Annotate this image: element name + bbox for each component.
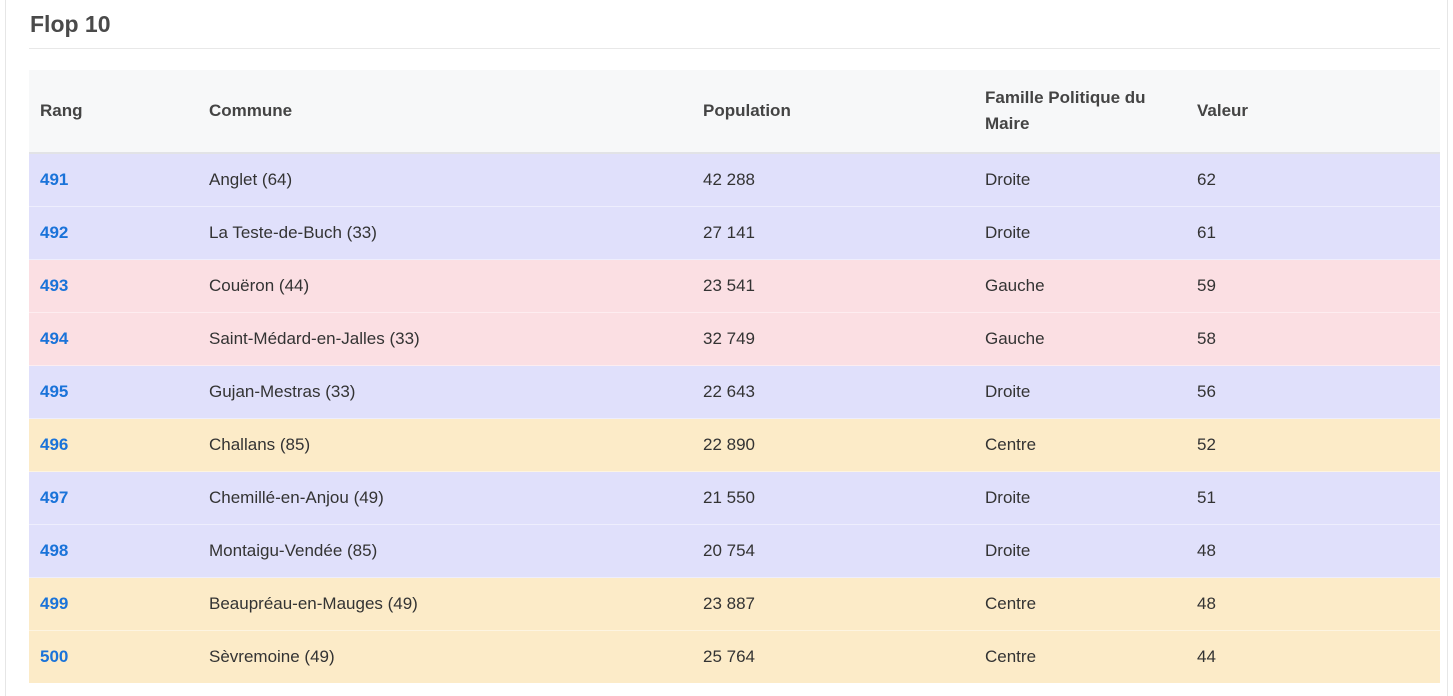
rank-link[interactable]: 498 — [29, 524, 198, 578]
table-row: 491 Anglet (64) 42 288 Droite 62 — [29, 152, 1440, 207]
column-header-rang: Rang — [29, 70, 198, 154]
valeur-cell: 58 — [1186, 312, 1440, 366]
table-row: 498 Montaigu-Vendée (85) 20 754 Droite 4… — [29, 524, 1440, 578]
title-divider — [29, 48, 1440, 49]
population-cell: 23 541 — [692, 259, 974, 313]
famille-cell: Centre — [974, 630, 1186, 683]
rank-link[interactable]: 497 — [29, 471, 198, 525]
column-header-commune: Commune — [198, 70, 692, 154]
famille-cell: Gauche — [974, 259, 1186, 313]
table-body: 491 Anglet (64) 42 288 Droite 62 492 La … — [29, 152, 1440, 683]
valeur-cell: 44 — [1186, 630, 1440, 683]
column-header-valeur: Valeur — [1186, 70, 1440, 154]
population-cell: 27 141 — [692, 206, 974, 260]
valeur-cell: 48 — [1186, 524, 1440, 578]
population-cell: 21 550 — [692, 471, 974, 525]
valeur-cell: 59 — [1186, 259, 1440, 313]
table-row: 500 Sèvremoine (49) 25 764 Centre 44 — [29, 630, 1440, 683]
valeur-cell: 61 — [1186, 206, 1440, 260]
rank-link[interactable]: 492 — [29, 206, 198, 260]
table-header-row: Rang Commune Population Famille Politiqu… — [29, 70, 1440, 154]
famille-cell: Droite — [974, 524, 1186, 578]
famille-cell: Droite — [974, 365, 1186, 419]
table-row: 493 Couëron (44) 23 541 Gauche 59 — [29, 259, 1440, 313]
commune-cell: Couëron (44) — [198, 259, 692, 313]
rank-link[interactable]: 493 — [29, 259, 198, 313]
rank-link[interactable]: 494 — [29, 312, 198, 366]
rank-link[interactable]: 491 — [29, 152, 198, 207]
valeur-cell: 51 — [1186, 471, 1440, 525]
population-cell: 22 890 — [692, 418, 974, 472]
famille-cell: Droite — [974, 206, 1186, 260]
population-cell: 42 288 — [692, 152, 974, 207]
population-cell: 20 754 — [692, 524, 974, 578]
famille-cell: Gauche — [974, 312, 1186, 366]
valeur-cell: 62 — [1186, 152, 1440, 207]
commune-cell: Sèvremoine (49) — [198, 630, 692, 683]
valeur-cell: 56 — [1186, 365, 1440, 419]
flop-table: Rang Commune Population Famille Politiqu… — [29, 70, 1440, 683]
content-panel: Flop 10 Rang Commune Population Famille … — [5, 0, 1448, 696]
column-header-population: Population — [692, 70, 974, 154]
rank-link[interactable]: 499 — [29, 577, 198, 631]
valeur-cell: 48 — [1186, 577, 1440, 631]
rank-link[interactable]: 496 — [29, 418, 198, 472]
commune-cell: Montaigu-Vendée (85) — [198, 524, 692, 578]
population-cell: 22 643 — [692, 365, 974, 419]
table-row: 499 Beaupréau-en-Mauges (49) 23 887 Cent… — [29, 577, 1440, 631]
column-header-famille: Famille Politique du Maire — [974, 70, 1186, 154]
population-cell: 23 887 — [692, 577, 974, 631]
commune-cell: Saint-Médard-en-Jalles (33) — [198, 312, 692, 366]
table-row: 495 Gujan-Mestras (33) 22 643 Droite 56 — [29, 365, 1440, 419]
table-row: 494 Saint-Médard-en-Jalles (33) 32 749 G… — [29, 312, 1440, 366]
commune-cell: Anglet (64) — [198, 152, 692, 207]
commune-cell: Challans (85) — [198, 418, 692, 472]
commune-cell: Chemillé-en-Anjou (49) — [198, 471, 692, 525]
table-row: 496 Challans (85) 22 890 Centre 52 — [29, 418, 1440, 472]
rank-link[interactable]: 500 — [29, 630, 198, 683]
commune-cell: Gujan-Mestras (33) — [198, 365, 692, 419]
population-cell: 32 749 — [692, 312, 974, 366]
table-row: 497 Chemillé-en-Anjou (49) 21 550 Droite… — [29, 471, 1440, 525]
famille-cell: Droite — [974, 471, 1186, 525]
famille-cell: Centre — [974, 577, 1186, 631]
section-title: Flop 10 — [30, 11, 111, 37]
commune-cell: La Teste-de-Buch (33) — [198, 206, 692, 260]
famille-cell: Centre — [974, 418, 1186, 472]
commune-cell: Beaupréau-en-Mauges (49) — [198, 577, 692, 631]
population-cell: 25 764 — [692, 630, 974, 683]
valeur-cell: 52 — [1186, 418, 1440, 472]
table-header: Rang Commune Population Famille Politiqu… — [29, 70, 1440, 154]
rank-link[interactable]: 495 — [29, 365, 198, 419]
table-row: 492 La Teste-de-Buch (33) 27 141 Droite … — [29, 206, 1440, 260]
famille-cell: Droite — [974, 152, 1186, 207]
